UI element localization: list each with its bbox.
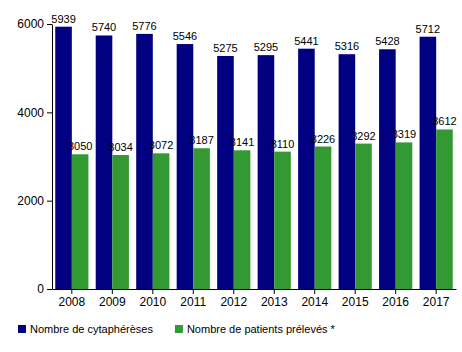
tick-mark <box>233 289 234 294</box>
bar <box>355 144 372 289</box>
tick-mark <box>274 289 275 294</box>
data-label: 5546 <box>173 30 197 42</box>
tick: 2012 <box>220 289 247 309</box>
data-label: 3292 <box>351 130 375 142</box>
data-label: 3319 <box>392 128 416 140</box>
bars <box>55 27 453 289</box>
data-label: 5939 <box>51 13 75 25</box>
tick: 2015 <box>342 289 369 309</box>
data-label: 5295 <box>254 41 278 53</box>
legend-item: Nombre de patients prélevés * <box>175 323 336 335</box>
data-label: 5441 <box>294 35 318 47</box>
data-label: 3187 <box>189 134 213 146</box>
data-label: 5712 <box>416 23 440 35</box>
bar <box>96 35 113 289</box>
tick-mark <box>71 289 72 294</box>
tick-mark <box>112 289 113 294</box>
x-axis: 2008 2009 2010 2011 2012 2013 2014 2015 2016 2017 <box>53 289 457 309</box>
bar <box>379 49 396 289</box>
tick: 2016 <box>382 289 409 309</box>
bar <box>136 34 153 289</box>
y-axis: 0 2000 4000 6000 <box>17 17 52 296</box>
bar <box>436 129 453 289</box>
data-label: 3072 <box>149 139 173 151</box>
data-label: 3050 <box>68 140 92 152</box>
bar <box>274 152 291 289</box>
tick: 6000 <box>17 17 52 31</box>
bar <box>217 56 234 289</box>
data-label: 3226 <box>311 133 335 145</box>
tick: 2009 <box>99 289 126 309</box>
legend: Nombre de cytaphérèses Nombre de patients… <box>18 323 336 335</box>
tick: 2008 <box>58 289 85 309</box>
tick-mark <box>314 289 315 294</box>
bar <box>112 155 129 289</box>
tick-label: 2012 <box>220 295 247 309</box>
tick-label: 0 <box>37 282 44 296</box>
tick: 2014 <box>301 289 328 309</box>
tick-mark <box>436 289 437 294</box>
legend-swatch <box>18 325 26 333</box>
bar <box>396 142 413 289</box>
tick-mark <box>355 289 356 294</box>
tick: 4000 <box>17 106 52 120</box>
data-label: 5776 <box>132 20 156 32</box>
data-label: 5275 <box>213 42 237 54</box>
tick-label: 2013 <box>261 295 288 309</box>
tick: 2000 <box>17 194 52 208</box>
tick: 0 <box>37 282 52 296</box>
tick-label: 2014 <box>301 295 328 309</box>
tick: 2011 <box>180 289 206 309</box>
tick-mark <box>47 201 52 202</box>
tick-label: 6000 <box>17 17 44 31</box>
tick: 2013 <box>261 289 288 309</box>
data-label: 3034 <box>108 141 132 153</box>
bar <box>258 55 275 289</box>
tick-mark <box>47 112 52 113</box>
legend-swatch <box>175 325 183 333</box>
bar <box>234 150 251 289</box>
data-label: 3141 <box>230 136 254 148</box>
bar <box>315 147 332 289</box>
tick-label: 2008 <box>58 295 85 309</box>
tick-mark <box>152 289 153 294</box>
bar <box>339 54 356 289</box>
tick-label: 2000 <box>17 194 44 208</box>
legend-label: Nombre de patients prélevés * <box>187 323 336 335</box>
axis-line <box>52 25 53 290</box>
tick-label: 4000 <box>17 106 44 120</box>
data-label: 3110 <box>271 138 295 150</box>
data-labels: 5939 5740 5776 5546 5275 5295 5441 5316 5428 5712… <box>51 13 456 153</box>
legend-item: Nombre de cytaphérèses <box>18 323 153 335</box>
tick-label: 2017 <box>423 295 450 309</box>
tick-mark <box>47 289 52 290</box>
chart: 5939 5740 5776 5546 5275 5295 5441 5316 5428 5712… <box>0 0 462 352</box>
tick-mark <box>193 289 194 294</box>
tick-label: 2010 <box>139 295 166 309</box>
bar <box>55 27 72 289</box>
legend-label: Nombre de cytaphérèses <box>30 323 153 335</box>
plot: 5939 5740 5776 5546 5275 5295 5441 5316 5428 5712… <box>17 13 456 309</box>
bar <box>193 148 210 289</box>
bar <box>177 44 194 289</box>
tick: 2017 <box>423 289 450 309</box>
data-label: 3612 <box>432 115 456 127</box>
data-label: 5428 <box>375 35 399 47</box>
tick-label: 2015 <box>342 295 369 309</box>
tick-mark <box>395 289 396 294</box>
tick-label: 2011 <box>180 295 206 309</box>
tick-label: 2016 <box>382 295 409 309</box>
tick: 2010 <box>139 289 166 309</box>
tick-label: 2009 <box>99 295 126 309</box>
bar <box>153 153 170 289</box>
bar <box>420 37 437 289</box>
tick-mark <box>47 24 52 25</box>
data-label: 5740 <box>92 21 116 33</box>
data-label: 5316 <box>335 40 359 52</box>
bar <box>72 154 89 289</box>
bar <box>298 49 315 289</box>
